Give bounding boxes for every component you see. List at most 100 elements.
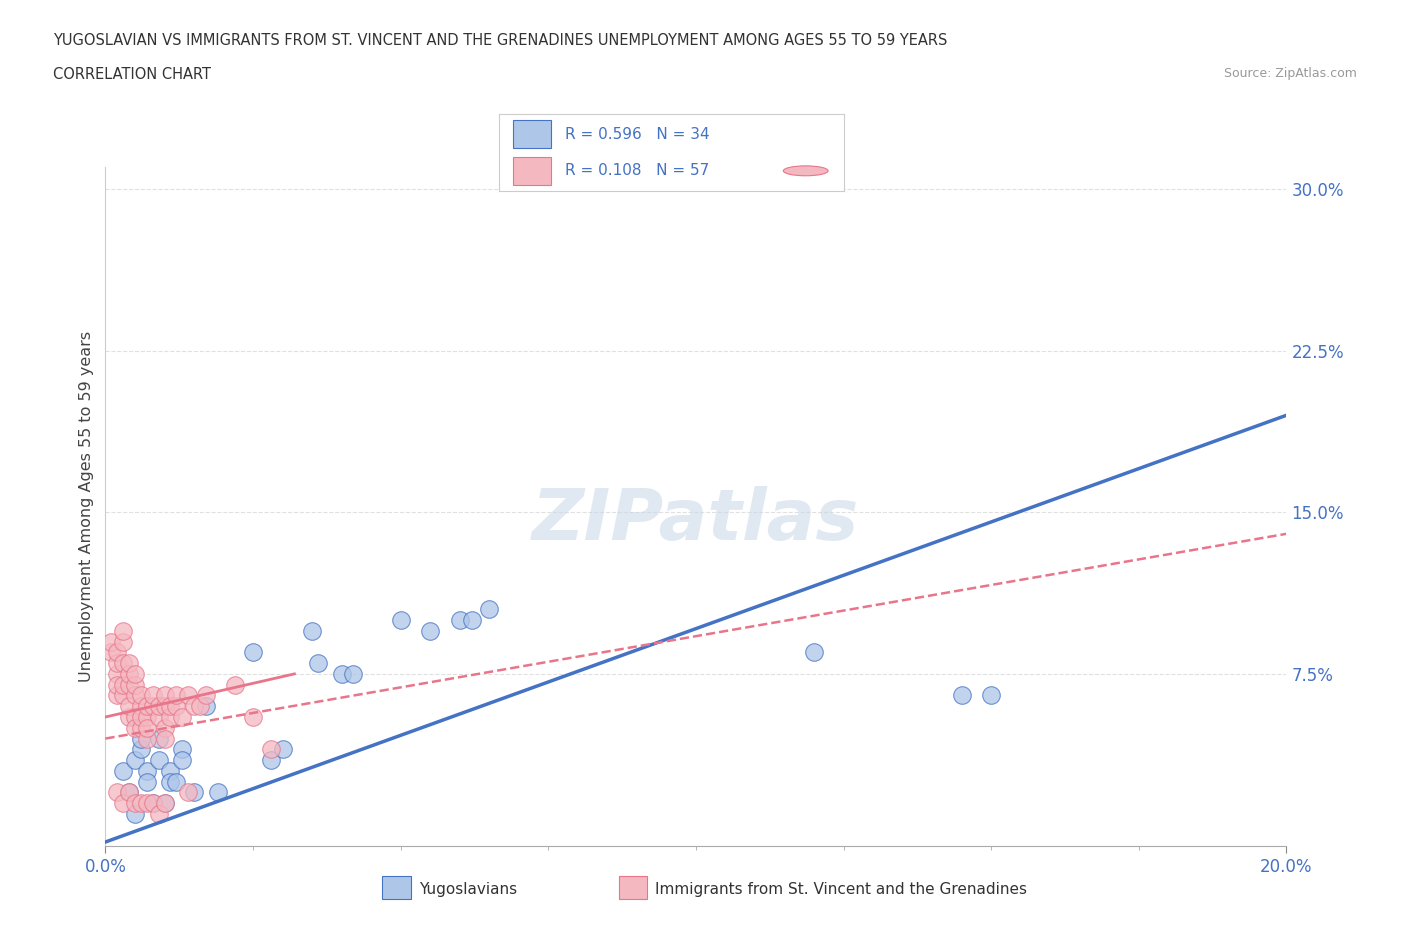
Point — [118, 677, 141, 692]
Point — [118, 710, 141, 724]
Point — [950, 688, 973, 703]
Text: ZIPatlas: ZIPatlas — [533, 486, 859, 555]
Point — [142, 688, 165, 703]
Point — [118, 785, 141, 800]
Point — [460, 613, 482, 628]
Point — [177, 688, 200, 703]
Circle shape — [783, 166, 828, 176]
Point — [100, 634, 122, 649]
Point — [112, 677, 135, 692]
Point — [105, 785, 128, 800]
Point — [124, 721, 146, 736]
Point — [153, 796, 176, 811]
Point — [148, 710, 170, 724]
Bar — [382, 876, 411, 899]
Point — [980, 688, 1002, 703]
Point — [112, 764, 135, 778]
Point — [148, 752, 170, 767]
Point — [105, 667, 128, 682]
Point — [135, 764, 157, 778]
Point — [105, 644, 128, 659]
Point — [478, 602, 501, 617]
Point — [135, 731, 157, 746]
Point — [135, 710, 157, 724]
Point — [105, 688, 128, 703]
Bar — [513, 157, 551, 184]
Point — [112, 688, 135, 703]
Point — [188, 698, 211, 713]
Point — [159, 764, 181, 778]
Point — [135, 721, 157, 736]
Point — [129, 731, 152, 746]
Text: R = 0.108   N = 57: R = 0.108 N = 57 — [565, 164, 709, 179]
Point — [159, 774, 181, 789]
Point — [118, 656, 141, 671]
Point — [172, 752, 194, 767]
Point — [148, 806, 170, 821]
Point — [242, 710, 264, 724]
Text: Immigrants from St. Vincent and the Grenadines: Immigrants from St. Vincent and the Gren… — [655, 882, 1028, 897]
Point — [118, 667, 141, 682]
Point — [177, 785, 200, 800]
Point — [142, 796, 165, 811]
Point — [224, 677, 246, 692]
Point — [153, 731, 176, 746]
Point — [148, 698, 170, 713]
Point — [419, 623, 441, 638]
Point — [135, 796, 157, 811]
Point — [105, 677, 128, 692]
Point — [183, 698, 205, 713]
Point — [260, 742, 283, 757]
Point — [129, 742, 152, 757]
Point — [129, 721, 152, 736]
Text: Source: ZipAtlas.com: Source: ZipAtlas.com — [1223, 67, 1357, 80]
Point — [165, 698, 187, 713]
Point — [172, 742, 194, 757]
Point — [129, 710, 152, 724]
Point — [301, 623, 323, 638]
Point — [153, 796, 176, 811]
Point — [124, 752, 146, 767]
Point — [183, 785, 205, 800]
Point — [165, 688, 187, 703]
Point — [118, 785, 141, 800]
Point — [112, 623, 135, 638]
Point — [118, 698, 141, 713]
Point — [449, 613, 471, 628]
Point — [112, 796, 135, 811]
Point — [142, 698, 165, 713]
Point — [100, 644, 122, 659]
Text: CORRELATION CHART: CORRELATION CHART — [53, 67, 211, 82]
Point — [112, 656, 135, 671]
Point — [124, 710, 146, 724]
Point — [260, 752, 283, 767]
Y-axis label: Unemployment Among Ages 55 to 59 years: Unemployment Among Ages 55 to 59 years — [79, 331, 94, 683]
Point — [172, 710, 194, 724]
Point — [142, 796, 165, 811]
Text: YUGOSLAVIAN VS IMMIGRANTS FROM ST. VINCENT AND THE GRENADINES UNEMPLOYMENT AMONG: YUGOSLAVIAN VS IMMIGRANTS FROM ST. VINCE… — [53, 33, 948, 47]
Point — [194, 698, 217, 713]
Point — [194, 688, 217, 703]
Point — [153, 698, 176, 713]
Point — [135, 774, 157, 789]
Point — [129, 796, 152, 811]
Point — [159, 710, 181, 724]
Point — [124, 677, 146, 692]
Point — [153, 688, 176, 703]
Point — [105, 656, 128, 671]
Point — [389, 613, 412, 628]
Point — [330, 667, 353, 682]
Point — [342, 667, 364, 682]
Point — [129, 688, 152, 703]
Point — [242, 644, 264, 659]
Point — [148, 731, 170, 746]
Point — [129, 698, 152, 713]
Point — [112, 634, 135, 649]
Point — [165, 774, 187, 789]
Bar — [513, 121, 551, 148]
Point — [124, 667, 146, 682]
Point — [159, 698, 181, 713]
Text: Yugoslavians: Yugoslavians — [419, 882, 517, 897]
Point — [124, 796, 146, 811]
Text: R = 0.596   N = 34: R = 0.596 N = 34 — [565, 126, 709, 141]
